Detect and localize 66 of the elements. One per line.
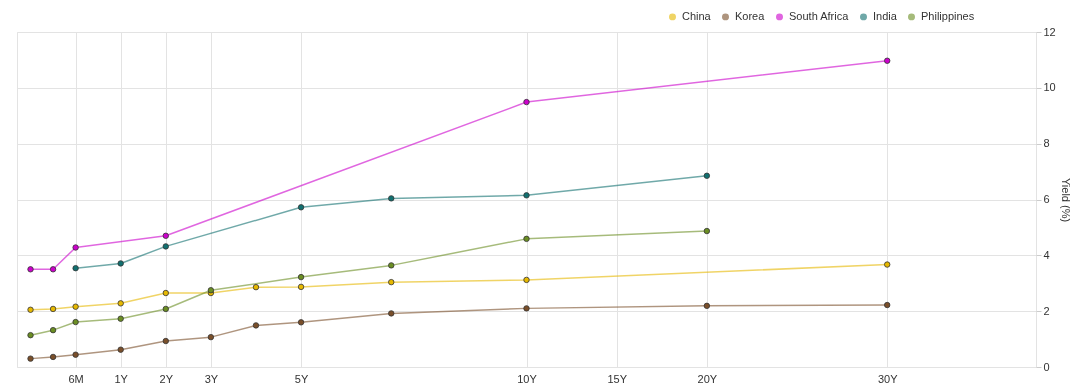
legend-label: South Africa: [789, 9, 850, 22]
y-tick-label: 2: [1043, 304, 1050, 317]
point: [523, 98, 530, 106]
point: [27, 266, 34, 273]
x-tick-label: 1Y: [114, 372, 129, 385]
y-tick-label: 8: [1043, 137, 1050, 150]
legend-label: China: [682, 9, 712, 22]
point: [523, 192, 530, 199]
x-tick-label: 5Y: [294, 372, 309, 385]
point: [523, 235, 530, 242]
point: [117, 346, 124, 353]
point: [162, 305, 169, 313]
y-tick-label: 10: [1043, 81, 1056, 94]
point: [27, 306, 34, 313]
point: [388, 279, 395, 286]
point: [117, 315, 124, 322]
point: [884, 261, 891, 268]
x-tick-label: 2Y: [159, 372, 174, 385]
point: [49, 353, 57, 361]
point: [117, 300, 124, 307]
point: [162, 289, 169, 297]
point: [72, 265, 79, 272]
point: [252, 322, 260, 329]
point: [72, 318, 79, 326]
x-tick-label: 6M: [68, 372, 84, 385]
point: [252, 284, 260, 291]
point: [297, 319, 305, 326]
point: [27, 355, 34, 362]
y-tick-label: 12: [1043, 25, 1056, 38]
point: [162, 232, 169, 239]
legend-label: Korea: [735, 9, 766, 22]
point: [162, 243, 169, 250]
point: [297, 283, 305, 291]
point: [703, 172, 710, 179]
y-tick-label: 6: [1043, 193, 1050, 205]
y-tick-label: 4: [1043, 248, 1050, 261]
point: [117, 260, 124, 267]
point: [49, 305, 57, 313]
point: [72, 244, 79, 251]
y-tick-label: 0: [1043, 360, 1050, 373]
point: [207, 334, 215, 341]
point: [72, 351, 79, 358]
point: [703, 302, 710, 309]
point: [388, 310, 395, 317]
point: [72, 303, 79, 310]
point: [388, 262, 395, 269]
legend-label: Philippines: [921, 9, 975, 22]
point: [388, 195, 395, 202]
point: [523, 305, 530, 312]
legend-label: India: [873, 9, 898, 22]
y-axis-title: Yield (%): [1059, 177, 1072, 223]
point: [703, 227, 710, 235]
x-tick-label: 10Y: [517, 372, 538, 385]
point: [297, 204, 305, 211]
x-tick-label: 30Y: [877, 372, 899, 385]
point: [162, 337, 169, 345]
point: [884, 301, 891, 309]
x-tick-label: 3Y: [204, 372, 219, 385]
point: [27, 332, 34, 339]
point: [523, 276, 530, 284]
x-tick-label: 20Y: [697, 372, 718, 385]
point: [49, 327, 57, 334]
point: [297, 273, 305, 281]
point: [884, 57, 891, 64]
x-tick-label: 15Y: [607, 372, 628, 385]
point: [49, 266, 57, 273]
